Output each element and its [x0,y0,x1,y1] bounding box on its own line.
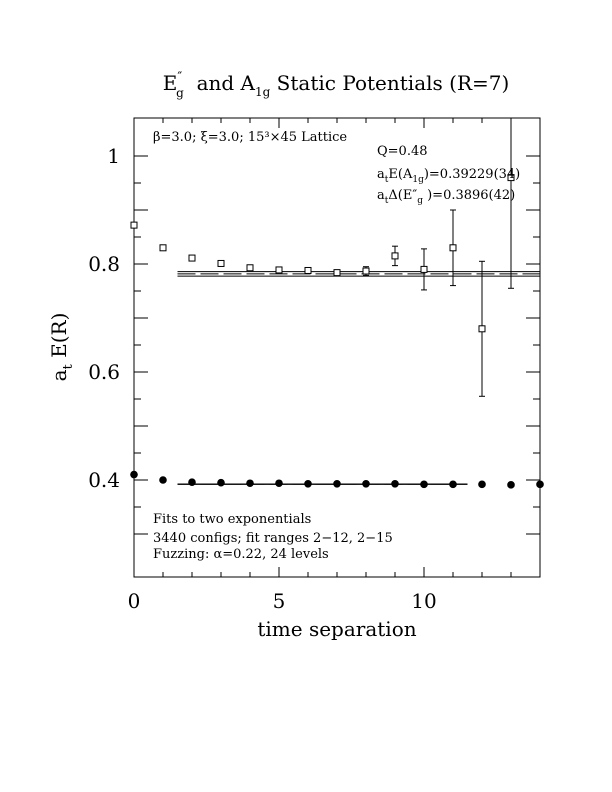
data-point-circle [159,476,167,484]
data-point-circle [507,481,515,489]
data-point-circle [188,478,196,486]
x-axis-label: time separation [257,617,416,641]
data-point-square [478,325,486,333]
y-label-main: a [47,369,71,381]
y-axis-label: at E(R) [47,313,76,382]
chart-title: E″ g and A1g Static Potentials (R=7) [163,70,510,100]
axis-tick-labels: 0 5 10 0.4 0.6 0.8 1 [88,144,437,613]
fit-bands [177,271,540,485]
x-tick-label: 5 [273,589,286,613]
data-point-square [217,259,225,267]
data-point-square [159,244,167,252]
data-point-circle [130,470,138,479]
data-point-circle [449,480,457,489]
data-point-circle [304,479,312,488]
data-point-square [420,265,428,273]
data-point-square [449,244,457,252]
data-point-circle [362,479,370,488]
note-fuzzing: Fuzzing: α=0.22, 24 levels [153,547,329,562]
note-configs: 3440 configs; fit ranges 2−12, 2−15 [153,531,393,546]
data-point-square [507,174,515,182]
title-pre-sup: ″ [177,70,182,85]
data-point-circle [333,479,341,488]
data-point-square [246,264,254,272]
data-point-square [188,254,196,262]
x-tick-label: 10 [411,589,436,613]
fit-q: Q=0.48 [377,144,428,159]
data-point-square [275,266,283,274]
data-point-square [391,252,399,260]
title-mid: and A [184,71,256,95]
lattice-header: β=3.0; ξ=3.0; 15³×45 Lattice [153,130,347,145]
plot-frame [133,117,541,578]
data-point-circle [420,480,428,489]
data-points [130,117,544,489]
data-point-circle [536,480,544,489]
y-label-rest: E(R) [47,313,71,365]
y-tick-label: 0.4 [88,468,120,492]
data-point-circle [391,479,399,488]
data-point-square [362,267,370,275]
y-tick-label: 0.8 [88,252,120,276]
y-tick-label: 0.6 [88,360,120,384]
fit-ground-energy: atE(A1g)=0.39229(34) [377,167,520,185]
title-post: Static Potentials (R=7) [270,71,509,95]
x-tick-label: 0 [128,589,141,613]
data-point-circle [478,480,486,489]
data-point-square [130,221,138,229]
note-fits: Fits to two exponentials [153,512,311,527]
data-point-square [333,269,341,277]
title-pre-sub: g [176,86,184,100]
y-tick-label: 1 [107,144,120,168]
data-point-circle [217,478,225,487]
fit-gap-energy: atΔ(E″g )=0.3896(42) [377,188,515,206]
y-label-sub: t [61,363,76,369]
data-point-circle [275,479,283,488]
title-pre: E [163,71,178,95]
axis-ticks [133,118,541,577]
data-point-square [304,266,312,274]
title-mid-sub: 1g [255,85,271,99]
data-point-circle [246,479,254,488]
